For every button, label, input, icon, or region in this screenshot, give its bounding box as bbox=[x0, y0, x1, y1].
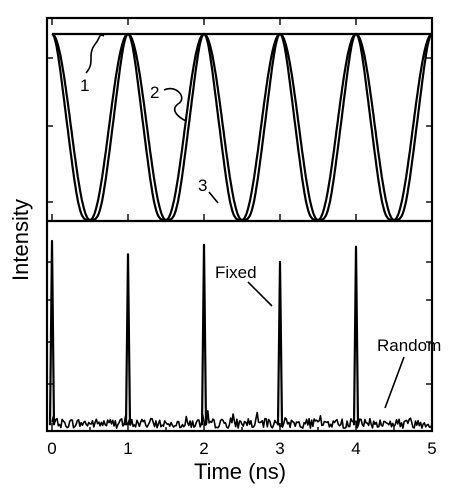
fixed-pointer bbox=[247, 281, 273, 307]
x-tick-label-4: 4 bbox=[351, 439, 360, 458]
x-tick-label-2: 2 bbox=[199, 439, 208, 458]
series-2-line bbox=[51, 32, 433, 222]
curve-1-label: 1 bbox=[80, 76, 89, 95]
random-noise-trace bbox=[51, 410, 433, 429]
x-tick-label-3: 3 bbox=[275, 439, 284, 458]
x-tick-label-5: 5 bbox=[427, 439, 436, 458]
y-axis-label: Intensity bbox=[8, 199, 33, 281]
top-panel bbox=[51, 32, 433, 222]
curve-2-label: 2 bbox=[150, 83, 159, 102]
curve-1-pointer bbox=[85, 34, 105, 74]
random-pointer bbox=[384, 356, 405, 409]
fixed-pulse-4 bbox=[352, 245, 360, 426]
curve-2-pointer bbox=[163, 87, 187, 122]
plot-frame bbox=[45, 16, 434, 433]
curve-3-label: 3 bbox=[198, 176, 207, 195]
random-label: Random bbox=[377, 336, 441, 355]
bottom-panel bbox=[48, 239, 433, 429]
fixed-pulse-2 bbox=[200, 243, 208, 426]
fixed-pulse-3 bbox=[276, 260, 284, 426]
fixed-pulse-0 bbox=[48, 239, 56, 426]
x-tick-label-0: 0 bbox=[47, 439, 56, 458]
curve-3-pointer bbox=[208, 191, 219, 204]
fixed-label: Fixed bbox=[215, 263, 257, 282]
fixed-pulse-1 bbox=[124, 253, 132, 426]
x-tick-label-1: 1 bbox=[123, 439, 132, 458]
x-axis-label: Time (ns) bbox=[194, 459, 286, 484]
